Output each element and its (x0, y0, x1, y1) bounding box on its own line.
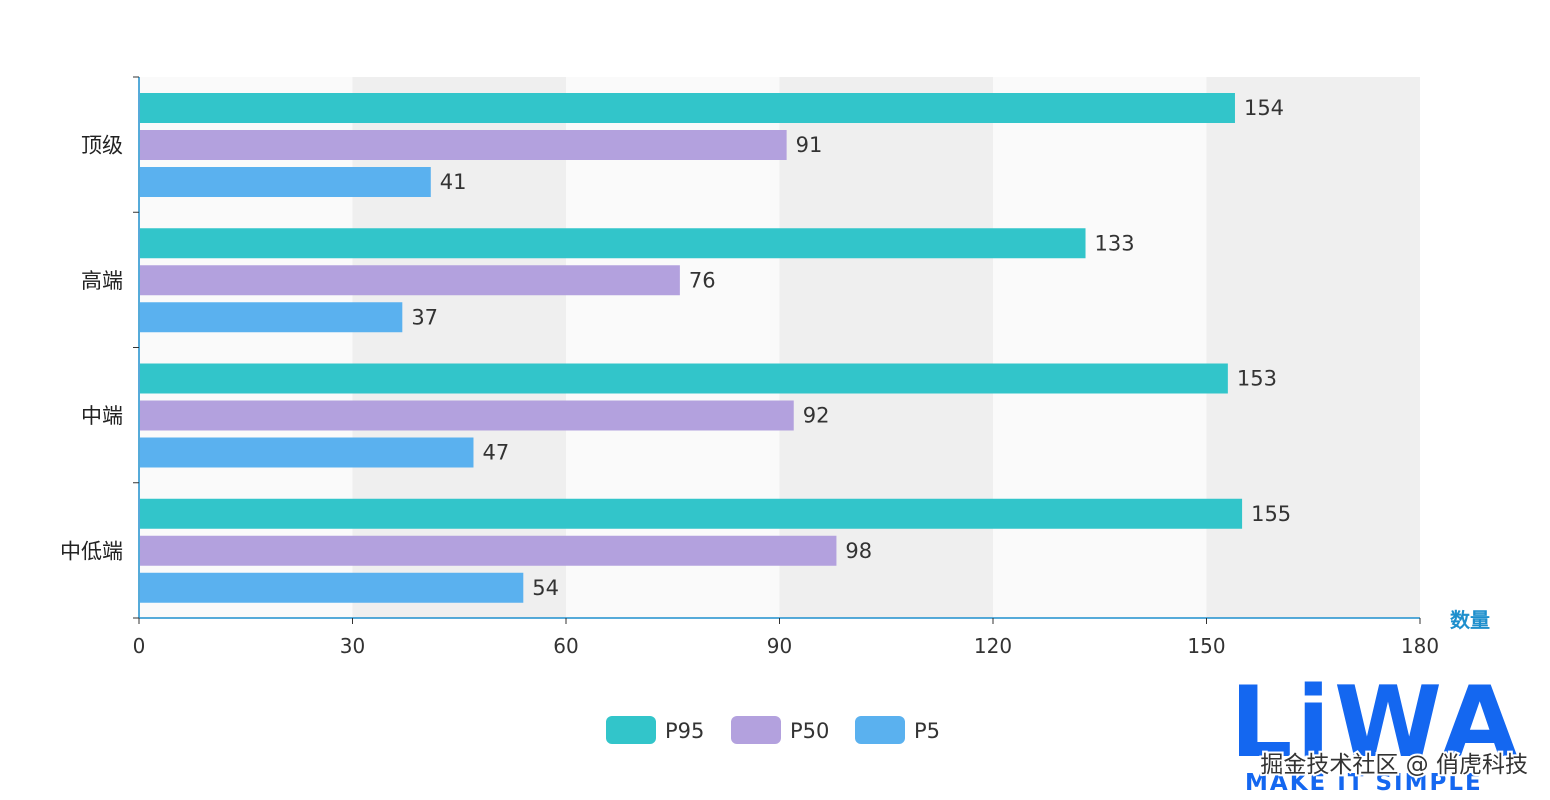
bar-p50 (140, 400, 794, 431)
x-tick-label: 60 (553, 634, 578, 658)
bar-p50 (140, 130, 787, 160)
split-area-band (993, 77, 1207, 618)
bar-p5 (140, 572, 524, 603)
legend-label: P95 (665, 719, 704, 743)
bar-p95 (140, 93, 1235, 123)
x-tick-label: 90 (767, 634, 792, 658)
legend-label: P5 (914, 719, 940, 743)
x-tick-label: 150 (1187, 634, 1225, 658)
data-label: 155 (1251, 502, 1291, 526)
credit-text: 掘金技术社区 @ 俏虎科技 (1260, 752, 1528, 778)
data-label: 41 (440, 170, 467, 194)
legend-item-p5[interactable]: P5 (855, 716, 940, 744)
bar-p5 (140, 437, 474, 468)
legend-swatch (606, 716, 656, 744)
data-label: 154 (1244, 96, 1284, 120)
category-label: 中端 (81, 404, 123, 428)
category-label: 顶级 (81, 134, 123, 158)
bar-p5 (140, 167, 431, 197)
split-area-band (1206, 77, 1420, 618)
legend-item-p50[interactable]: P50 (731, 716, 829, 744)
data-label: 54 (532, 576, 559, 600)
data-label: 76 (689, 268, 716, 292)
data-label: 98 (845, 539, 872, 563)
bar-p50 (140, 265, 680, 296)
legend[interactable]: P95 P50 P5 (606, 716, 940, 744)
data-label: 91 (796, 133, 823, 157)
x-tick-label: 0 (133, 634, 146, 658)
bar-p5 (140, 302, 403, 333)
data-label: 37 (411, 305, 438, 329)
watermark: LiWA MAKE IT SIMPLE 掘金技术社区 @ 俏虎科技 (1230, 666, 1530, 796)
category-label: 中低端 (60, 539, 123, 563)
logo-wordmark: LiWA (1230, 666, 1522, 780)
x-axis-name: 数量 (1450, 608, 1490, 632)
x-tick-label: 120 (974, 634, 1012, 658)
legend-label: P50 (790, 719, 829, 743)
legend-swatch (855, 716, 905, 744)
data-label: 92 (803, 404, 830, 428)
logo-tagline: MAKE IT SIMPLE (1245, 770, 1483, 796)
legend-swatch (731, 716, 781, 744)
bar-p95 (140, 498, 1243, 529)
data-label: 153 (1237, 367, 1277, 391)
legend-item-p95[interactable]: P95 (606, 716, 704, 744)
bars-layer: 154 91 41 133 76 37 153 92 47 155 98 54 (140, 93, 1291, 603)
data-label: 47 (482, 441, 509, 465)
x-tick-label: 30 (340, 634, 365, 658)
x-tick-label: 180 (1401, 634, 1439, 658)
bar-p95 (140, 228, 1086, 259)
bar-p95 (140, 363, 1228, 394)
bar-p50 (140, 535, 837, 566)
category-label: 高端 (81, 269, 123, 293)
data-label: 133 (1095, 231, 1135, 255)
